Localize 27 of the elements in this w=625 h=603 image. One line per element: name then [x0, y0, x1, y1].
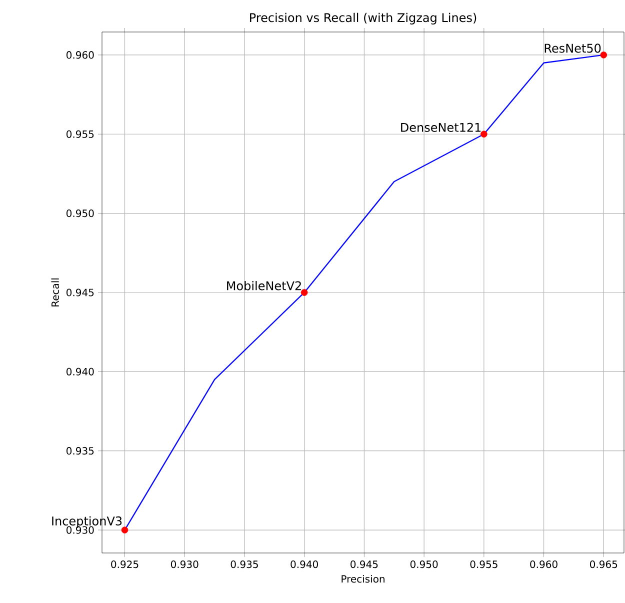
x-tick-label: 0.925: [111, 560, 138, 568]
annotation: InceptionV3: [52, 516, 122, 528]
x-tick-label: 0.930: [170, 560, 198, 568]
x-axis-title: Precision: [342, 574, 384, 583]
y-axis-title: Recall: [51, 278, 59, 306]
annotation: MobileNetV2: [227, 281, 301, 290]
x-tick-label: 0.965: [590, 560, 618, 568]
chart-title: Precision vs Recall (with Zigzag Lines): [250, 12, 476, 24]
annotation: ResNet50: [544, 44, 601, 53]
x-tick-label: 0.935: [230, 560, 258, 568]
y-tick-label: 0.940: [66, 368, 94, 376]
y-tick-label: 0.935: [66, 447, 94, 455]
y-tick-label: 0.930: [66, 526, 94, 534]
x-tick-label: 0.955: [470, 560, 498, 568]
x-tick-label: 0.940: [290, 560, 318, 568]
x-tick-label: 0.945: [350, 560, 378, 568]
point: [480, 130, 488, 138]
annotation: DenseNet121: [401, 122, 481, 132]
y-tick-label: 0.955: [66, 130, 94, 138]
point: [121, 526, 128, 534]
y-tick-label: 0.945: [66, 288, 94, 296]
point: [600, 52, 608, 58]
x-tick-label: 0.960: [530, 560, 558, 568]
y-tick-label: 0.960: [66, 51, 94, 59]
y-tick-label: 0.950: [66, 210, 94, 218]
x-tick-label: 0.950: [410, 560, 438, 568]
point: [300, 289, 308, 296]
